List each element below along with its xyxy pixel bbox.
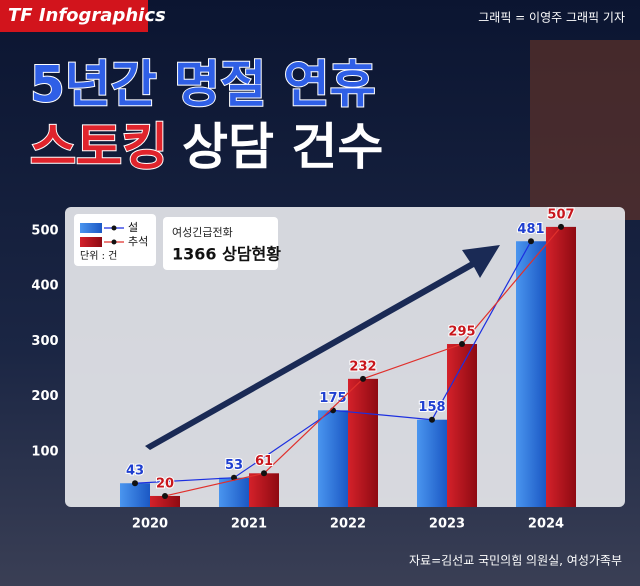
unit: 단위 : 건 <box>80 249 117 262</box>
brand: TF Infographics <box>8 5 166 26</box>
x-tick-label: 2021 <box>231 517 267 532</box>
x-tick-label: 2024 <box>528 517 564 532</box>
headline-line2: 스토킹 상담 건수 <box>30 118 383 176</box>
point <box>261 470 267 477</box>
trend-arrow <box>145 245 500 450</box>
source: 자료=김선교 국민의힘 의원실, 여성가족부 <box>409 554 622 568</box>
legend-label: 설 <box>128 221 138 234</box>
y-tick-label: 300 <box>31 334 58 349</box>
y-tick-label: 100 <box>31 444 58 459</box>
point <box>360 375 366 382</box>
x-tick-label: 2020 <box>132 517 168 532</box>
point <box>528 238 534 245</box>
bar <box>318 410 348 507</box>
value-label: 481 <box>517 222 544 237</box>
headline-highlight: 스토킹 <box>30 118 168 176</box>
plot-panel <box>65 207 625 507</box>
legend-dot <box>111 225 117 231</box>
bar <box>150 495 180 507</box>
brand-box <box>0 0 148 32</box>
note-small: 여성긴급전화 <box>172 226 233 239</box>
point <box>459 341 465 348</box>
value-label: 507 <box>547 207 574 222</box>
value-label: 53 <box>225 458 243 473</box>
y-tick-label: 200 <box>31 389 58 404</box>
bar <box>249 473 279 507</box>
value-label: 175 <box>319 391 346 406</box>
wall <box>530 40 640 220</box>
value-label: 61 <box>255 454 273 469</box>
point <box>429 416 435 423</box>
headline-line1: 5년간 명절 연휴 <box>30 56 376 114</box>
bar <box>120 483 150 507</box>
legend-dot <box>111 239 117 245</box>
value-label: 43 <box>126 464 144 479</box>
note-big: 1366 상담현황 <box>172 245 281 264</box>
bar <box>516 241 546 507</box>
value-label: 20 <box>156 476 174 491</box>
y-tick-label: 500 <box>31 223 58 238</box>
bar <box>447 344 477 507</box>
legend-swatch <box>80 223 102 233</box>
bar <box>546 226 576 507</box>
value-label: 295 <box>448 325 475 340</box>
x-tick-label: 2022 <box>330 517 366 532</box>
bar <box>348 378 378 507</box>
point <box>132 480 138 487</box>
note-box <box>163 217 278 270</box>
legend-swatch <box>80 237 102 247</box>
value-label: 158 <box>418 400 445 415</box>
credit: 그래픽 = 이영주 그래픽 기자 <box>478 11 625 25</box>
y-tick-label: 400 <box>31 279 58 294</box>
bar <box>417 419 447 507</box>
value-label: 232 <box>349 359 376 374</box>
legend-label: 추석 <box>128 235 148 248</box>
point <box>558 223 564 230</box>
headline-rest: 상담 건수 <box>182 118 383 176</box>
x-tick-label: 2023 <box>429 517 465 532</box>
point <box>162 492 168 499</box>
